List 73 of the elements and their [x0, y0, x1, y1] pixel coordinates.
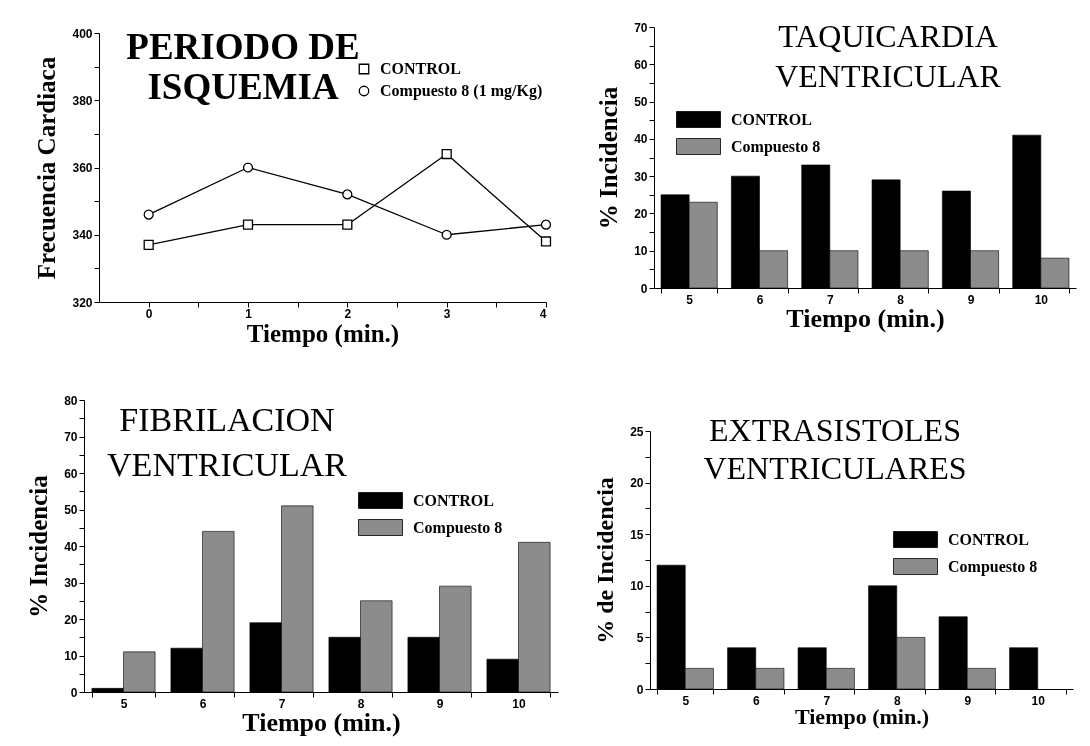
y-tick-label: 30 [64, 576, 78, 590]
y-axis-title: % Incidencia [595, 86, 623, 230]
point [242, 162, 254, 173]
legend-label: CONTROL [948, 530, 1029, 548]
y-tick-label: 20 [64, 612, 78, 627]
y-tick-label: 30 [634, 169, 648, 184]
y-tick-label: 320 [72, 295, 93, 310]
point [441, 148, 452, 160]
x-tick-label: 7 [823, 693, 831, 708]
y-tick-label: 10 [630, 579, 644, 594]
x-tick-label: 6 [752, 693, 760, 708]
chart-title: TAQUICARDIA VENTRICULAR [775, 18, 1002, 94]
y-axis-title: % Incidencia [25, 474, 53, 618]
x-tick-label: 5 [682, 693, 690, 708]
x-tick-label: 10 [512, 696, 526, 711]
y-tick-label: 80 [64, 393, 78, 408]
point [342, 189, 353, 200]
x-axis-title: Tiempo (min.) [246, 319, 400, 348]
x-tick-label: 6 [756, 292, 764, 307]
y-tick-label: 20 [630, 476, 644, 491]
point [242, 219, 254, 230]
y-tick-label: 0 [640, 281, 648, 296]
y-tick-label: 20 [634, 206, 648, 221]
point [540, 236, 552, 247]
y-tick-label: 60 [64, 466, 78, 481]
y-tick-label: 400 [72, 26, 93, 41]
x-tick-label: 5 [120, 696, 128, 711]
y-tick-label: 10 [634, 244, 648, 259]
x-tick-label: 5 [686, 292, 694, 307]
x-tick-label: 2 [344, 306, 352, 321]
point [441, 229, 452, 240]
y-axis-title: % de Incidencia [592, 477, 619, 644]
y-tick-label: 40 [64, 539, 78, 554]
y-tick-label: 5 [636, 630, 644, 645]
legend-label: CONTROL [731, 110, 812, 128]
y-axis-title: Frecuencia Cardiaca [33, 56, 61, 280]
point [540, 219, 552, 230]
x-tick-label: 0 [145, 306, 153, 321]
x-tick-label: 9 [436, 696, 444, 711]
y-tick-label: 50 [634, 95, 648, 110]
point [143, 209, 154, 220]
y-tick-label: 50 [64, 503, 78, 517]
x-tick-label: 1 [245, 306, 253, 321]
y-tick-label: 360 [72, 161, 93, 175]
y-tick-label: 70 [64, 430, 78, 444]
x-tick-label: 9 [967, 292, 975, 307]
legend-label: Compuesto 8 [731, 137, 821, 156]
y-tick-label: 10 [64, 649, 78, 663]
x-tick-label: 10 [1031, 693, 1046, 708]
x-tick-label: 3 [443, 306, 451, 321]
x-tick-label: 8 [893, 693, 901, 708]
legend-label: Compuesto 8 [413, 518, 503, 537]
y-tick-label: 15 [630, 527, 644, 542]
legend-label: Compuesto 8 [948, 557, 1038, 576]
x-tick-label: 4 [539, 306, 547, 321]
y-tick-label: 25 [630, 424, 644, 439]
x-tick-label: 10 [1034, 292, 1049, 307]
x-tick-label: 9 [964, 693, 972, 708]
y-tick-label: 340 [72, 228, 93, 243]
legend-label: Compuesto 8 (1 mg/Kg) [380, 82, 543, 100]
x-tick-label: 6 [199, 696, 207, 711]
y-tick-label: 60 [634, 57, 648, 72]
point [143, 239, 154, 250]
text: FIBRILACION VENTRICULAR [107, 401, 348, 483]
y-tick-label: 0 [636, 682, 644, 697]
chart-title: PERIODO DE ISQUEMIA [126, 26, 360, 107]
y-tick-label: 380 [72, 93, 93, 108]
legend-label: CONTROL [380, 60, 461, 77]
y-tick-label: 40 [634, 132, 648, 147]
y-tick-label: 70 [634, 20, 648, 35]
chart-title: EXTRASISTOLES VENTRICULARES [703, 412, 967, 486]
point [342, 219, 353, 230]
legend-label: CONTROL [413, 491, 494, 509]
